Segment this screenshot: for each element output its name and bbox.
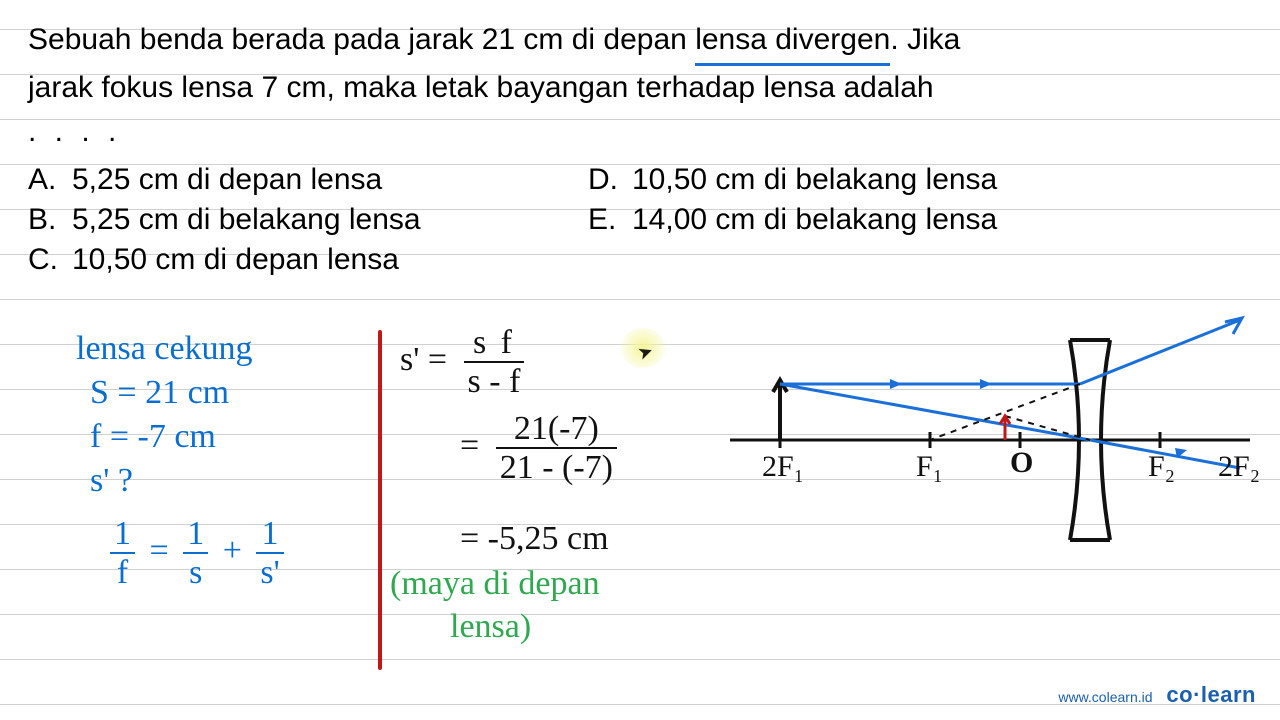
label-2F1: 2F₁ <box>762 450 804 484</box>
option-c: C.10,50 cm di depan lensa <box>28 243 568 277</box>
hw-sprime: s' ? <box>90 462 133 500</box>
label-F1: F₁ <box>916 450 943 484</box>
label-2F2: 2F₂ <box>1218 450 1260 484</box>
hw-note1: (maya di depan <box>390 565 600 603</box>
q-line1-post: . Jika <box>890 23 960 56</box>
options-grid: A.5,25 cm di depan lensa B.5,25 cm di be… <box>28 163 1252 283</box>
q-line1-pre: Sebuah benda berada pada jarak 21 cm di … <box>28 23 695 56</box>
hw-eq2: = 21(-7)21 - (-7) <box>460 410 617 487</box>
footer-url: www.colearn.id <box>1058 689 1152 705</box>
label-F2: F₂ <box>1148 450 1175 484</box>
question-text: Sebuah benda berada pada jarak 21 cm di … <box>28 18 1252 109</box>
hw-eq3: = -5,25 cm <box>460 520 609 558</box>
footer-brand: co·learn <box>1166 682 1256 707</box>
hw-eq1: s' = s fs - f <box>400 324 524 401</box>
main-content: Sebuah benda berada pada jarak 21 cm di … <box>0 0 1280 301</box>
q-dots: . . . . <box>28 115 1252 149</box>
footer: www.colearn.id co·learn <box>1058 682 1256 708</box>
label-O: O <box>1010 446 1033 480</box>
hw-note2: lensa) <box>450 608 531 646</box>
option-b: B.5,25 cm di belakang lensa <box>28 203 568 237</box>
q-line2: jarak fokus lensa 7 cm, maka letak bayan… <box>28 71 934 104</box>
handwritten-work: lensa cekung S = 21 cm f = -7 cm s' ? 1f… <box>0 330 1280 720</box>
option-a: A.5,25 cm di depan lensa <box>28 163 568 197</box>
hw-f: f = -7 cm <box>90 418 216 456</box>
hw-lens-formula: 1f = 1s + 1s' <box>110 515 284 592</box>
hw-s: S = 21 cm <box>90 374 229 412</box>
option-d: D.10,50 cm di belakang lensa <box>588 163 1148 197</box>
option-e: E.14,00 cm di belakang lensa <box>588 203 1148 237</box>
red-divider <box>378 330 382 670</box>
lens-diagram-svg <box>720 300 1260 580</box>
hw-lensa-cekung: lensa cekung <box>76 330 253 368</box>
q-underlined: lensa divergen <box>695 18 890 66</box>
lens-diagram: 2F₁ F₁ O F₂ 2F₂ <box>720 300 1260 580</box>
